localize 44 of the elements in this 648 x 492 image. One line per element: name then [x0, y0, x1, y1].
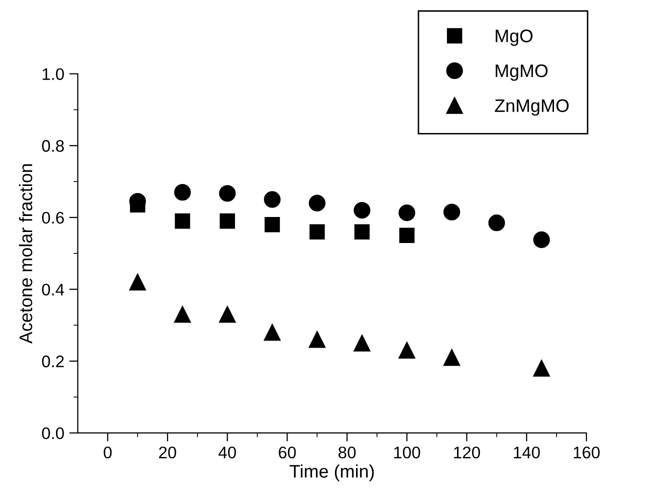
point	[174, 213, 190, 229]
y-tick-label: 0.6	[42, 212, 64, 224]
point	[220, 213, 236, 229]
point	[129, 274, 146, 290]
point	[264, 217, 280, 232]
point	[310, 224, 325, 240]
legend-label: ZnMgMO	[494, 99, 569, 116]
x-tick-label: 0	[104, 446, 112, 458]
x-tick-label: 120	[454, 446, 480, 458]
point	[174, 184, 191, 201]
point	[488, 214, 506, 232]
y-tick-label: 1.0	[42, 68, 64, 80]
point	[399, 228, 415, 244]
y-tick-label: 0.0	[42, 427, 64, 440]
point	[354, 224, 370, 240]
point	[308, 194, 326, 212]
point	[219, 185, 236, 202]
point	[443, 349, 460, 366]
x-tick-label: 160	[574, 446, 600, 458]
x-tick-label: 140	[514, 446, 540, 458]
y-tick-label: 0.8	[42, 140, 64, 152]
y-tick-label: 0.2	[42, 356, 64, 368]
legend-label: MgMO	[496, 64, 548, 81]
y-axis-title: Acetone molar fraction	[19, 164, 32, 344]
x-tick-label: 80	[338, 446, 356, 458]
point	[264, 324, 281, 341]
x-axis-title: Time (min)	[290, 464, 374, 482]
point	[533, 360, 550, 377]
point	[308, 331, 326, 348]
point	[354, 334, 370, 352]
point	[354, 202, 370, 219]
x-tick-label: 40	[218, 446, 236, 458]
point	[219, 306, 236, 323]
y-tick-label: 0.4	[42, 284, 64, 296]
point	[264, 191, 281, 208]
x-tick-label: 100	[394, 446, 420, 458]
x-tick-label: 20	[159, 446, 176, 458]
point	[174, 306, 191, 323]
point	[443, 204, 460, 220]
x-tick-label: 60	[278, 446, 296, 458]
point	[398, 204, 416, 222]
legend-label: MgO	[496, 30, 533, 46]
point	[398, 342, 416, 359]
point	[533, 231, 550, 248]
